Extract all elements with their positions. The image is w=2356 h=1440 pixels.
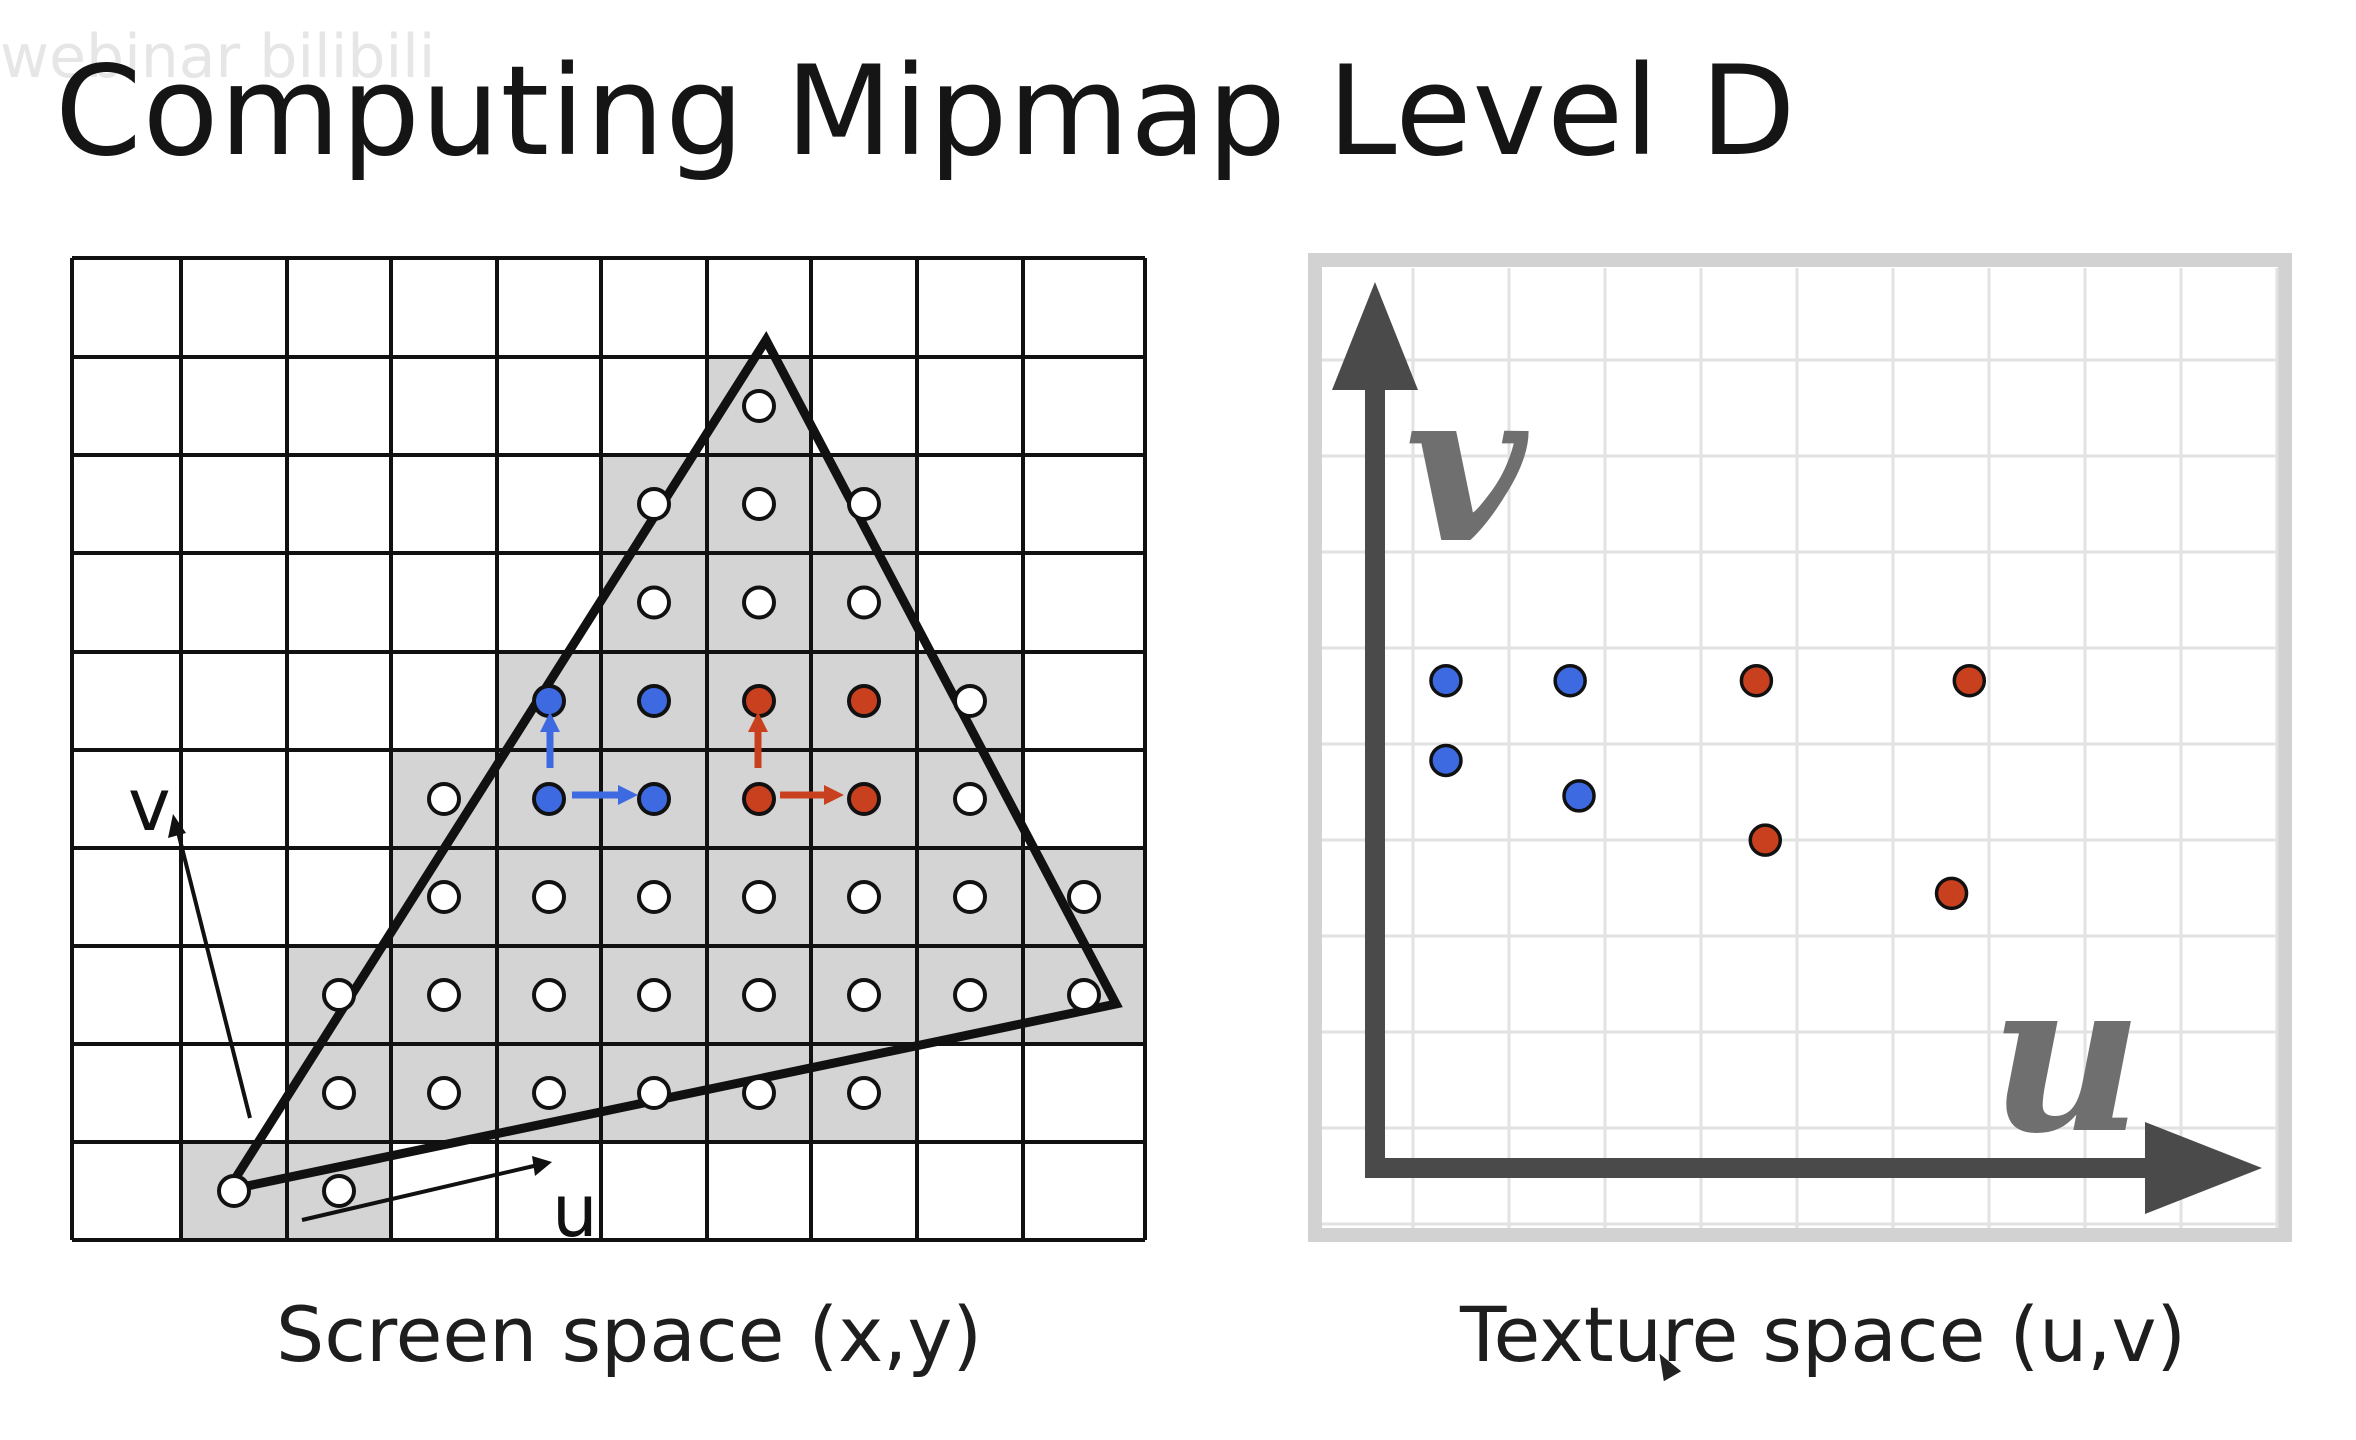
pixel-sample	[847, 1076, 881, 1110]
red-texture-sample	[1934, 876, 1969, 911]
blue-pixel-sample	[532, 684, 566, 718]
v-vector-arrow	[168, 814, 252, 1119]
pixel-sample	[532, 1076, 566, 1110]
u-vector-arrow	[301, 1156, 552, 1222]
red-texture-sample	[1739, 663, 1774, 698]
red-pixel-sample	[742, 684, 776, 718]
texture-grid	[1322, 268, 2279, 1228]
pixel-sample	[742, 487, 776, 521]
texture-frame	[1308, 253, 2292, 1242]
pixel-sample	[847, 487, 881, 521]
pixel-sample	[322, 1076, 356, 1110]
v-axis	[1332, 282, 1418, 1168]
pixel-sample	[742, 880, 776, 914]
blue-pixel-sample	[532, 782, 566, 816]
screen-v-label: v	[128, 763, 171, 847]
slide-title: Computing Mipmap Level D	[55, 40, 1797, 184]
red-texture-sample	[1952, 663, 1987, 698]
pixel-sample	[217, 1174, 251, 1208]
pixel-sample	[1067, 880, 1101, 914]
red-derivative-arrows	[748, 712, 844, 805]
pixel-sample	[847, 585, 881, 620]
blue-texture-sample	[1562, 779, 1596, 813]
texture-samples	[1429, 663, 1987, 911]
screen-space-caption: Screen space (x,y)	[276, 1290, 982, 1379]
triangle	[218, 331, 1123, 1197]
pixel-sample	[637, 978, 671, 1012]
watermark: webinar bilibili	[0, 22, 436, 92]
pixel-sample	[427, 978, 461, 1012]
pixel-samples	[217, 389, 1101, 1208]
red-pixel-sample	[847, 782, 881, 816]
screen-grid	[70, 256, 1147, 1242]
blue-pixel-sample	[637, 684, 671, 718]
pixel-sample	[953, 880, 987, 914]
pixel-sample	[847, 978, 881, 1012]
pixel-sample	[427, 880, 461, 914]
red-pixel-sample	[847, 684, 881, 718]
texture-v-label: v	[1405, 343, 1529, 590]
blue-texture-sample	[1429, 663, 1463, 698]
pixel-sample	[637, 1076, 671, 1110]
pixel-sample	[427, 1076, 461, 1110]
pixel-sample	[953, 684, 987, 718]
texture-space-caption: Texture space (u,v)	[1460, 1290, 2187, 1379]
blue-texture-sample	[1429, 743, 1463, 778]
pixel-sample	[953, 782, 987, 816]
pixel-sample	[1067, 978, 1101, 1012]
texture-space-panel: v u	[1308, 253, 2292, 1242]
pixel-sample	[532, 880, 566, 914]
pixel-sample	[953, 978, 987, 1012]
screen-space-panel: u v	[70, 256, 1147, 1253]
pixel-sample	[532, 978, 566, 1012]
blue-pixel-sample	[637, 782, 671, 816]
blue-derivative-arrows	[540, 712, 638, 805]
pixel-sample	[637, 585, 671, 620]
red-texture-sample	[1748, 823, 1783, 857]
pixel-sample	[847, 880, 881, 914]
u-axis	[1365, 1122, 2262, 1214]
pixel-sample	[322, 978, 356, 1012]
texture-u-label: u	[1990, 933, 2143, 1180]
pixel-sample	[742, 978, 776, 1012]
pixel-sample	[742, 1076, 776, 1110]
screen-u-label: u	[552, 1169, 598, 1253]
pixel-sample	[427, 782, 461, 816]
red-pixel-sample	[742, 782, 776, 816]
pixel-sample	[637, 487, 671, 521]
pixel-sample	[742, 389, 776, 423]
pixel-sample	[637, 880, 671, 914]
pixel-sample	[742, 585, 776, 620]
covered-cells	[181, 357, 1145, 1240]
blue-texture-sample	[1553, 663, 1587, 698]
pixel-sample	[322, 1174, 356, 1208]
